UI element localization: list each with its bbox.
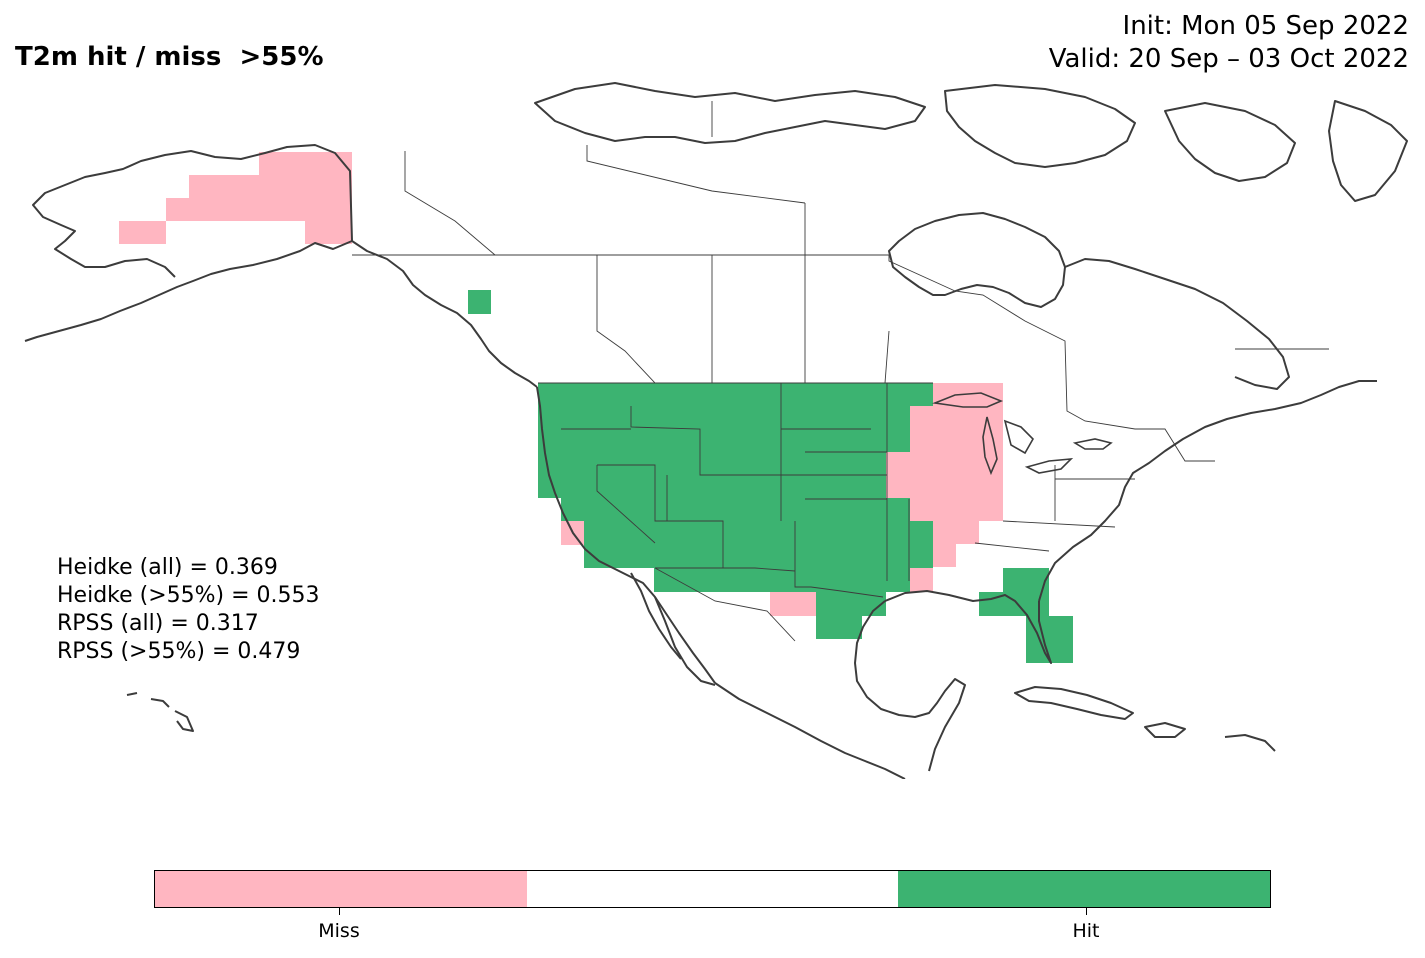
miss-cell: [886, 452, 1003, 475]
heidke-55: Heidke (>55%) = 0.553: [57, 583, 320, 608]
hit-cells: [468, 290, 1073, 663]
hit-cell: [561, 498, 910, 521]
hit-cell: [584, 544, 933, 568]
miss-cell: [305, 221, 352, 244]
hit-cell: [538, 383, 933, 406]
hit-cell: [1026, 616, 1073, 663]
miss-cell: [119, 221, 166, 244]
colorbar-miss-segment: [155, 871, 527, 907]
colorbar-label-miss: Miss: [318, 920, 360, 942]
colorbar-hit-segment: [898, 871, 1271, 907]
valid-date: Valid: 20 Sep – 03 Oct 2022: [1048, 44, 1409, 74]
colorbar-neutral-segment: [526, 871, 899, 907]
hit-cell: [979, 592, 1049, 616]
miss-cell: [910, 429, 1003, 452]
rpss-55: RPSS (>55%) = 0.479: [57, 639, 301, 664]
map-title: T2m hit / miss >55%: [15, 42, 324, 72]
date-header: Init: Mon 05 Sep 2022 Valid: 20 Sep – 03…: [1049, 10, 1409, 76]
colorbar-tick-miss: [339, 908, 340, 915]
hit-cell: [654, 568, 910, 592]
miss-cell: [166, 198, 352, 221]
hit-cell: [468, 290, 491, 314]
colorbar-tick-hit: [1086, 908, 1087, 915]
colorbar: [154, 870, 1271, 908]
hit-cell: [538, 406, 910, 429]
political-borders: [352, 101, 1329, 642]
miss-cell: [933, 544, 956, 567]
init-date: Init: Mon 05 Sep 2022: [1122, 11, 1409, 41]
hit-cell: [538, 429, 910, 452]
skill-scores: Heidke (all) = 0.369 Heidke (>55%) = 0.5…: [57, 554, 320, 666]
coastlines: [24, 82, 1408, 779]
hit-cell: [816, 591, 886, 616]
colorbar-label-hit: Hit: [1072, 920, 1100, 942]
hit-cell: [538, 452, 886, 475]
rpss-all: RPSS (all) = 0.317: [57, 611, 259, 636]
hit-cell: [816, 616, 862, 639]
miss-cell: [189, 175, 352, 198]
hit-cell: [1003, 568, 1049, 592]
forecast-map: [24, 82, 1408, 779]
miss-cell: [770, 591, 816, 616]
heidke-all: Heidke (all) = 0.369: [57, 555, 278, 580]
miss-cell: [886, 475, 1003, 498]
hit-cell: [584, 521, 933, 544]
miss-cells: [119, 152, 1003, 616]
miss-cell: [259, 152, 352, 175]
miss-cell: [910, 568, 933, 592]
miss-cell: [910, 406, 1003, 429]
miss-cell: [910, 498, 1003, 521]
great-lakes: [931, 392, 1113, 476]
hit-cell: [538, 475, 886, 498]
miss-cell: [933, 521, 979, 544]
